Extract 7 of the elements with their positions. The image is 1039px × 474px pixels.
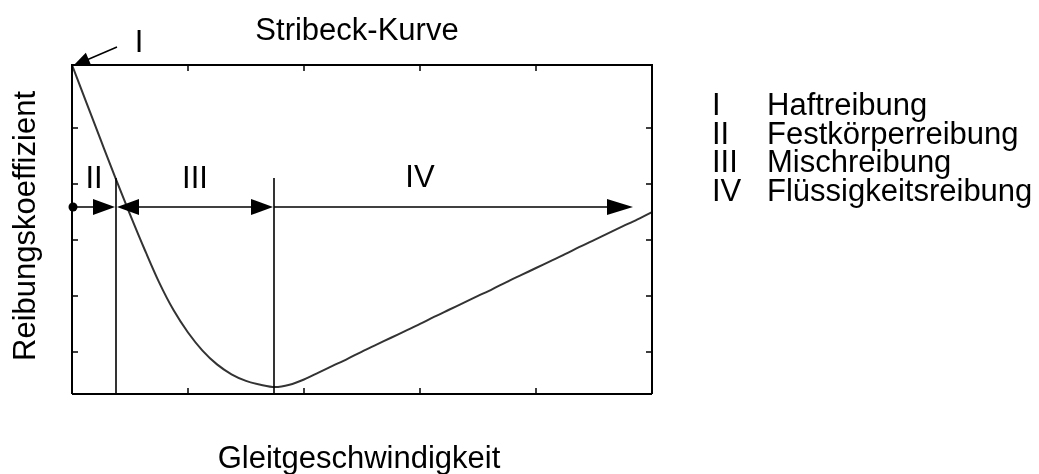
chart-title: Stribeck-Kurve [255, 12, 459, 47]
annotation: II [85, 160, 103, 195]
annotation: IV [405, 159, 435, 194]
x-axis-title: Gleitgeschwindigkeit [217, 440, 501, 474]
y-axis-title: Reibungskoeffizient [7, 90, 42, 361]
text: I [134, 24, 144, 59]
annotation: III [182, 160, 208, 195]
